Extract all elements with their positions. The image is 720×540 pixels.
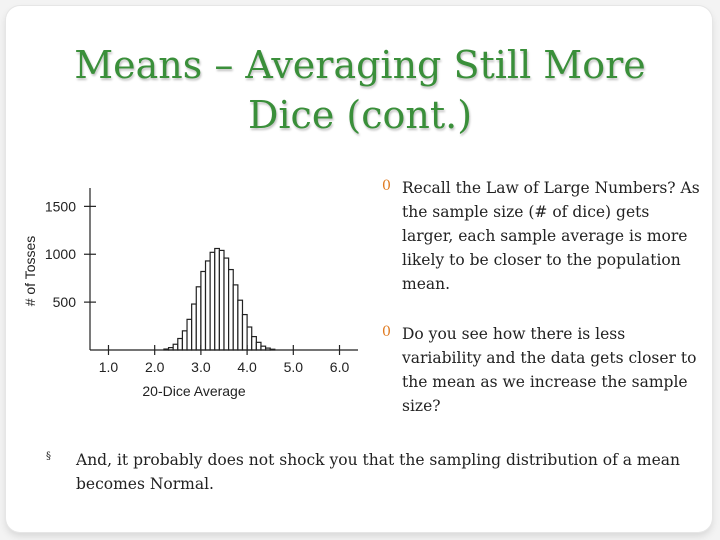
histogram-bar xyxy=(246,326,253,351)
histogram-bar xyxy=(195,286,202,351)
x-tick-label: 3.0 xyxy=(191,359,211,375)
histogram-bar xyxy=(181,330,188,351)
histogram-bar xyxy=(204,260,211,351)
footnote: § And, it probably does not shock you th… xyxy=(46,448,686,496)
x-tick-label: 5.0 xyxy=(284,359,304,375)
bullet-marker: 0 xyxy=(382,178,391,194)
histogram-bar xyxy=(255,341,262,351)
slide-background xyxy=(6,6,712,532)
x-axis-label: 20-Dice Average xyxy=(142,383,245,399)
y-tick-label: 1000 xyxy=(45,246,76,262)
y-tick-label: 1500 xyxy=(45,198,76,214)
title-line-1: Means – Averaging Still More xyxy=(74,43,646,87)
title-line-2: Dice (cont.) xyxy=(247,93,473,137)
histogram-bar xyxy=(200,270,207,351)
histogram-chart: 500 1000 1500 1.0 2.0 3.0 4.0 5.0 6.0 20-Dice Ave… xyxy=(22,188,358,399)
footnote-marker: § xyxy=(46,451,51,462)
histogram-bar xyxy=(218,249,225,351)
bullet-item: 0 Recall the Law of Large Numbers? As th… xyxy=(382,176,702,296)
bullet-item: 0 Do you see how there is less variabili… xyxy=(382,322,702,418)
histogram-bar xyxy=(232,284,239,351)
histogram-bar xyxy=(241,313,248,351)
slide-title: Means – Averaging Still More Dice (cont.… xyxy=(0,40,720,140)
x-tick-label: 2.0 xyxy=(145,359,165,375)
y-tick-label: 500 xyxy=(53,294,77,310)
x-tick-label: 6.0 xyxy=(330,359,350,375)
bullet-text-law-of-large-numbers: Recall the Law of Large Numbers? As the … xyxy=(402,179,700,293)
histogram-bar xyxy=(172,343,179,351)
histogram-bar xyxy=(251,335,257,351)
histogram-bar xyxy=(237,299,244,351)
x-tick-label: 4.0 xyxy=(237,359,257,375)
histogram-bar xyxy=(209,251,216,351)
histogram-bar xyxy=(228,268,234,351)
histogram-bar xyxy=(186,318,193,351)
y-axis-label: # of Tosses xyxy=(22,236,38,307)
histogram-bar xyxy=(223,257,230,351)
histogram-bar xyxy=(191,303,197,351)
histogram-bar xyxy=(177,337,184,351)
bullet-text-variability: Do you see how there is less variability… xyxy=(402,325,697,415)
bullet-marker: 0 xyxy=(382,324,391,340)
footnote-text: And, it probably does not shock you that… xyxy=(76,451,681,493)
histogram-bar xyxy=(214,247,220,351)
bullet-list: 0 Recall the Law of Large Numbers? As th… xyxy=(382,176,702,444)
x-tick-label: 1.0 xyxy=(99,359,119,375)
